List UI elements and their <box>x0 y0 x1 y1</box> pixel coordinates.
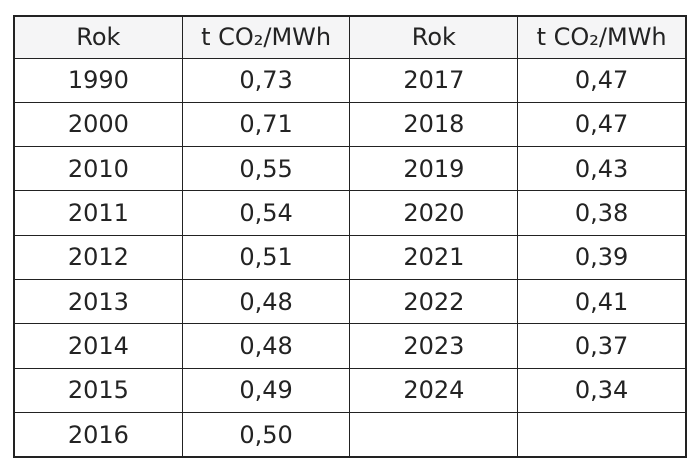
column-header-value-left: t CO₂/MWh <box>181 15 351 59</box>
table-cell: 2016 <box>13 412 183 458</box>
table-cell: 0,48 <box>181 323 351 369</box>
table-cell: 0,47 <box>517 57 687 103</box>
table-cell: 0,55 <box>181 146 351 192</box>
table-cell: 0,43 <box>517 146 687 192</box>
table-cell: 0,39 <box>517 234 687 281</box>
column-header-year-right: Rok <box>349 15 519 59</box>
table-cell: 2010 <box>13 146 183 192</box>
table-row: 2012 0,51 2021 0,39 <box>13 234 687 281</box>
table-row: 2010 0,55 2019 0,43 <box>13 146 687 192</box>
table-cell: 2019 <box>349 146 519 192</box>
table-cell: 2021 <box>349 234 519 281</box>
table-cell: 0,34 <box>517 367 687 414</box>
table-cell: 0,71 <box>181 101 351 148</box>
table-header: Rok t CO₂/MWh Rok t CO₂/MWh <box>13 15 687 59</box>
column-header-year-left: Rok <box>13 15 183 59</box>
table-cell: 2000 <box>13 101 183 148</box>
table-row: 2015 0,49 2024 0,34 <box>13 367 687 414</box>
table-cell: 0,48 <box>181 279 351 325</box>
table-cell: 0,54 <box>181 190 351 236</box>
table-body: 1990 0,73 2017 0,47 2000 0,71 2018 0,47 2010 0,55… <box>13 57 687 458</box>
table-cell: 2024 <box>349 367 519 414</box>
table-cell: 2011 <box>13 190 183 236</box>
table-cell: 0,37 <box>517 323 687 369</box>
table-row: 2000 0,71 2018 0,47 <box>13 101 687 148</box>
table-cell: 0,50 <box>181 412 351 458</box>
table-row: 2016 0,50 <box>13 412 687 458</box>
table-header-row: Rok t CO₂/MWh Rok t CO₂/MWh <box>13 15 687 59</box>
table-cell: 0,41 <box>517 279 687 325</box>
table-cell: 0,51 <box>181 234 351 281</box>
table-cell: 0,38 <box>517 190 687 236</box>
table-cell: 2017 <box>349 57 519 103</box>
table-cell: 2015 <box>13 367 183 414</box>
table-cell: 2020 <box>349 190 519 236</box>
table-cell: 0,73 <box>181 57 351 103</box>
table-cell: 2022 <box>349 279 519 325</box>
table-row: 2014 0,48 2023 0,37 <box>13 323 687 369</box>
table-cell: 2014 <box>13 323 183 369</box>
emission-factor-table: Rok t CO₂/MWh Rok t CO₂/MWh 1990 0,73 2017… <box>13 15 687 458</box>
table-row: 2013 0,48 2022 0,41 <box>13 279 687 325</box>
table-cell <box>349 412 519 458</box>
table-cell: 0,47 <box>517 101 687 148</box>
table-cell: 2023 <box>349 323 519 369</box>
table-cell <box>517 412 687 458</box>
table-cell: 0,49 <box>181 367 351 414</box>
table-cell: 1990 <box>13 57 183 103</box>
table-row: 2011 0,54 2020 0,38 <box>13 190 687 236</box>
table-cell: 2018 <box>349 101 519 148</box>
table-cell: 2013 <box>13 279 183 325</box>
table-row: 1990 0,73 2017 0,47 <box>13 57 687 103</box>
table-cell: 2012 <box>13 234 183 281</box>
column-header-value-right: t CO₂/MWh <box>517 15 687 59</box>
